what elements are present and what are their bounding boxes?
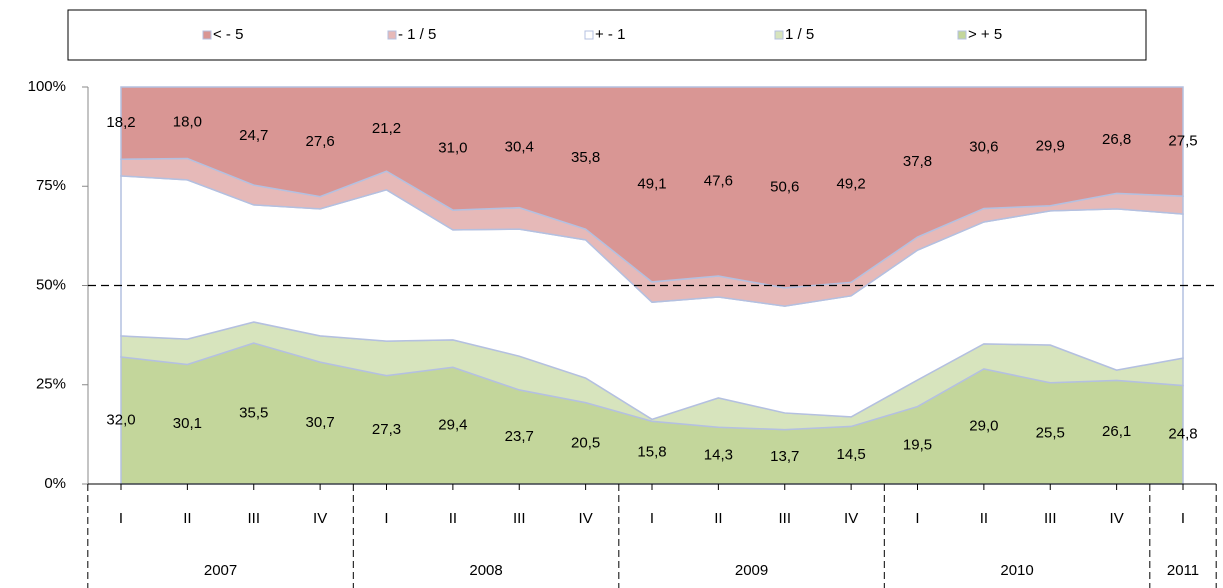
legend-swatch (202, 30, 212, 40)
group-label: 2010 (1000, 562, 1033, 579)
data-label: 13,7 (770, 448, 799, 465)
y-tick-label: 75% (36, 177, 66, 194)
data-label: 25,5 (1036, 424, 1065, 441)
group-label: 2009 (735, 562, 768, 579)
data-label: 47,6 (704, 172, 733, 189)
legend-label: + - 1 (595, 26, 625, 43)
x-tick-label: III (778, 510, 791, 527)
data-label: 24,8 (1168, 426, 1197, 443)
group-label: 2007 (204, 562, 237, 579)
x-tick-label: III (1044, 510, 1057, 527)
x-tick-label: IV (1110, 510, 1124, 527)
area (120, 86, 1184, 289)
x-tick-label: I (384, 510, 388, 527)
x-tick-label: III (513, 510, 526, 527)
data-label: 37,8 (903, 153, 932, 170)
legend-swatch (774, 30, 784, 40)
legend-swatch (957, 30, 967, 40)
legend-label: < - 5 (213, 26, 243, 43)
data-label: 26,8 (1102, 131, 1131, 148)
data-label: 32,0 (106, 411, 135, 428)
data-label: 20,5 (571, 434, 600, 451)
x-tick-label: I (915, 510, 919, 527)
x-tick-label: IV (579, 510, 593, 527)
x-tick-label: III (247, 510, 260, 527)
x-tick-label: IV (844, 510, 858, 527)
x-tick-label: IV (313, 510, 327, 527)
legend-swatch (584, 30, 594, 40)
data-label: 18,0 (173, 114, 202, 131)
x-tick-label: II (449, 510, 457, 527)
data-label: 29,9 (1036, 137, 1065, 154)
data-label: 27,3 (372, 421, 401, 438)
data-label: 18,2 (106, 114, 135, 131)
y-tick-label: 50% (36, 276, 66, 293)
legend-label: > + 5 (968, 26, 1002, 43)
data-label: 30,6 (969, 139, 998, 156)
legend-label: 1 / 5 (785, 26, 814, 43)
y-tick-label: 100% (28, 78, 66, 95)
x-tick-label: I (1181, 510, 1185, 527)
x-tick-label: I (119, 510, 123, 527)
legend-swatch (387, 30, 397, 40)
group-label: 2011 (1167, 562, 1199, 579)
data-label: 35,5 (239, 405, 268, 422)
group-label: 2008 (469, 562, 502, 579)
y-tick-label: 0% (44, 475, 66, 492)
data-label: 19,5 (903, 436, 932, 453)
data-label: 21,2 (372, 120, 401, 137)
data-label: 30,7 (306, 414, 335, 431)
data-label: 49,2 (837, 176, 866, 193)
data-label: 15,8 (637, 444, 666, 461)
x-tick-label: II (980, 510, 988, 527)
data-label: 29,4 (438, 417, 467, 434)
legend-label: - 1 / 5 (398, 26, 436, 43)
data-label: 27,5 (1168, 133, 1197, 150)
x-tick-label: II (183, 510, 191, 527)
data-label: 27,6 (306, 133, 335, 150)
x-tick-label: I (650, 510, 654, 527)
data-label: 14,3 (704, 447, 733, 464)
data-label: 24,7 (239, 127, 268, 144)
data-label: 30,1 (173, 415, 202, 432)
data-label: 14,5 (837, 446, 866, 463)
y-tick-label: 25% (36, 376, 66, 393)
data-label: 26,1 (1102, 423, 1131, 440)
data-label: 31,0 (438, 140, 467, 157)
data-label: 35,8 (571, 149, 600, 166)
data-label: 50,6 (770, 178, 799, 195)
data-label: 30,4 (505, 138, 534, 155)
x-tick-label: II (714, 510, 722, 527)
data-label: 49,1 (637, 175, 666, 192)
data-label: 29,0 (969, 417, 998, 434)
data-label: 23,7 (505, 428, 534, 445)
